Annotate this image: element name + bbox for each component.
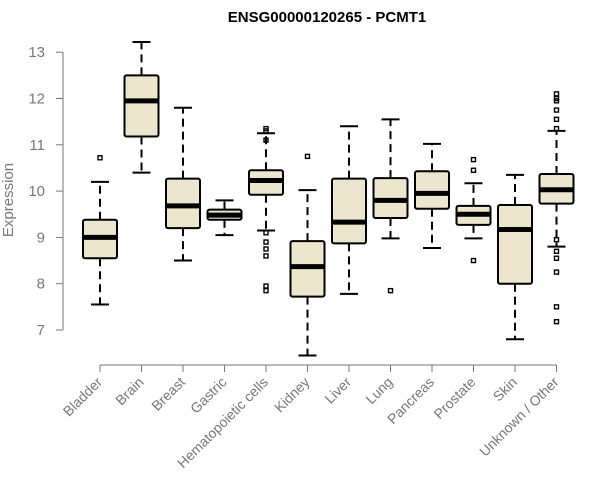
- y-tick-label: 9: [37, 229, 45, 246]
- y-tick-label: 13: [28, 44, 45, 61]
- y-tick-label: 8: [37, 276, 45, 293]
- box-group: [289, 153, 326, 357]
- outlier-point: [97, 155, 103, 161]
- outlier-point: [553, 255, 560, 261]
- y-tick-label: 10: [28, 183, 45, 200]
- iqr-box: [414, 170, 450, 210]
- outlier-point: [387, 287, 394, 294]
- box-group: [455, 156, 492, 264]
- outlier-point: [553, 91, 560, 97]
- outlier-point: [553, 107, 560, 113]
- outlier-point: [263, 287, 269, 294]
- outlier-point: [263, 137, 269, 143]
- x-tick-label: Lung: [362, 374, 395, 407]
- iqr-box: [123, 74, 160, 138]
- outlier-point: [263, 239, 269, 245]
- box-group: [414, 142, 450, 250]
- box-group: [538, 91, 575, 325]
- outlier-point: [263, 246, 269, 252]
- y-tick-label: 11: [29, 137, 45, 154]
- outlier-point: [553, 125, 560, 132]
- x-tick-label: Liver: [321, 374, 354, 407]
- outlier-point: [304, 153, 311, 160]
- box-group: [497, 173, 533, 341]
- box-group: [165, 106, 201, 262]
- x-tick-label: Bladder: [60, 374, 106, 420]
- x-tick-label: Brain: [112, 374, 146, 408]
- y-axis: 7 8 9 10 11 12 13: [28, 44, 64, 339]
- y-tick-label: 12: [28, 91, 45, 108]
- x-tick-label: Unknown / Other: [476, 374, 562, 460]
- outlier-point: [263, 283, 269, 289]
- y-tick-label: 7: [37, 322, 45, 339]
- iqr-box: [165, 177, 201, 230]
- outlier-point: [470, 257, 477, 264]
- outlier-point: [263, 230, 269, 236]
- outlier-point: [553, 269, 560, 275]
- box-group: [248, 125, 284, 294]
- box-group: [82, 155, 118, 306]
- x-tick-label: Prostate: [430, 374, 478, 422]
- iqr-box: [497, 203, 533, 285]
- box-group: [206, 199, 243, 237]
- outlier-point: [470, 167, 477, 173]
- box-group: [331, 125, 367, 295]
- x-tick-label: Skin: [490, 374, 521, 405]
- outlier-point: [553, 116, 560, 123]
- outlier-point: [553, 248, 560, 254]
- outlier-point: [263, 253, 269, 259]
- x-tick-label: Breast: [148, 374, 188, 414]
- box-group: [123, 41, 160, 174]
- box-group: [372, 118, 409, 294]
- outlier-point: [553, 98, 560, 104]
- x-tick-label: Kidney: [271, 374, 313, 416]
- box-series: [82, 41, 575, 357]
- outlier-point: [263, 128, 269, 134]
- outlier-point: [553, 304, 560, 310]
- y-axis-label: Expression: [0, 163, 17, 237]
- outlier-point: [553, 237, 560, 243]
- outlier-point: [553, 318, 560, 325]
- outlier-point: [470, 156, 477, 163]
- chart-title: ENSG00000120265 - PCMT1: [228, 9, 426, 26]
- iqr-box: [331, 177, 367, 245]
